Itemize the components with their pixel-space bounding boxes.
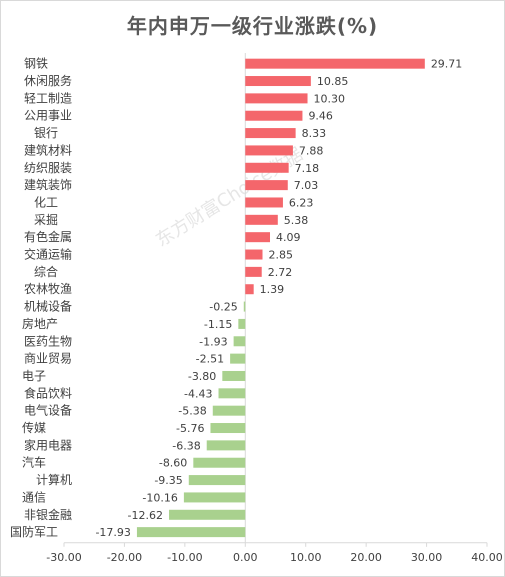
category-label: 公用事业 [24,109,72,123]
value-label: 2.72 [268,266,293,279]
category-label: 轻工制造 [24,91,72,105]
category-label: 休闲服务 [24,73,72,88]
category-label: 计算机 [36,472,72,487]
bar [245,214,278,225]
bar [243,301,246,312]
bar [188,475,246,486]
value-label: 4.09 [276,231,301,244]
bar [230,353,246,364]
x-tick-label: 0.00 [233,551,258,564]
value-label: 1.39 [260,283,285,296]
category-label: 银行 [34,126,58,140]
category-label: 电气设备 [24,403,72,418]
value-label: 29.71 [431,58,463,71]
bar [245,266,262,277]
bar [245,76,311,87]
value-label: -2.51 [196,353,224,366]
value-label: 7.03 [294,179,319,192]
category-label: 汽车 [22,455,46,470]
bar [222,370,246,381]
value-label: 2.85 [269,249,294,262]
value-label: 10.85 [317,75,349,88]
category-label: 非银金融 [24,507,72,522]
value-label: -12.62 [128,509,163,522]
category-label: 交通运输 [24,247,72,262]
value-label: -8.60 [159,457,187,470]
category-label: 通信 [22,490,46,504]
bar [238,318,246,329]
bar [245,58,425,69]
bar [245,145,293,156]
x-tick-label: -30.00 [46,551,81,564]
category-label: 综合 [34,264,58,279]
value-label: 10.30 [314,92,346,105]
x-tick-label: 30.00 [411,551,443,564]
value-label: -4.43 [184,387,212,400]
bar [206,440,246,451]
value-label: -5.76 [176,422,204,435]
bar [245,284,254,295]
value-label: 7.18 [295,162,320,175]
bar [210,423,246,434]
category-label: 建筑材料 [24,142,72,157]
bar [245,232,271,243]
category-label: 家用电器 [24,437,72,452]
category-label: 食品饮料 [24,385,72,400]
category-label: 钢铁 [24,57,48,71]
category-label: 农林牧渔 [24,282,72,296]
value-label: 5.38 [284,214,309,227]
category-label: 国防军工 [10,524,58,539]
value-label: -6.38 [172,439,200,452]
category-label: 机械设备 [24,299,72,314]
category-label: 医药生物 [24,334,72,348]
x-tick-label: 20.00 [350,551,382,564]
category-label: 房地产 [22,316,58,331]
category-label: 采掘 [34,212,58,227]
value-label: -3.80 [188,370,216,383]
category-label: 建筑装饰 [24,177,72,192]
value-label: 6.23 [289,196,314,209]
x-tick-label: -20.00 [107,551,142,564]
value-label: -9.35 [154,474,182,487]
category-label: 有色金属 [24,229,72,244]
value-label: 9.46 [308,110,333,123]
bar [193,457,246,468]
value-label: 7.88 [299,144,324,157]
value-label: -1.93 [199,335,227,348]
category-label: 纺织服装 [24,161,72,175]
bar [136,527,246,538]
chart-title: 年内申万一级行业涨跌(%) [126,14,379,38]
bar [245,180,288,191]
value-label: -17.93 [95,526,130,539]
bar [245,128,296,139]
value-label: -5.38 [178,405,206,418]
bar [245,197,283,208]
bar [183,492,246,503]
value-label: 8.33 [302,127,327,140]
value-label: -1.15 [204,318,232,331]
bar [245,93,308,104]
bar [233,336,246,347]
bar [212,405,246,416]
bar [245,110,303,121]
bar [169,509,246,520]
bar [218,388,246,399]
category-label: 商业贸易 [24,351,72,366]
category-label: 化工 [34,195,58,209]
bar [245,249,263,260]
value-label: -0.25 [209,301,237,314]
x-tick-label: -10.00 [167,551,202,564]
category-label: 电子 [22,369,46,383]
x-tick-label: 40.00 [471,551,503,564]
bar [245,162,289,173]
value-label: -10.16 [142,491,177,504]
x-tick-label: 10.00 [290,551,322,564]
category-label: 传媒 [22,420,46,435]
